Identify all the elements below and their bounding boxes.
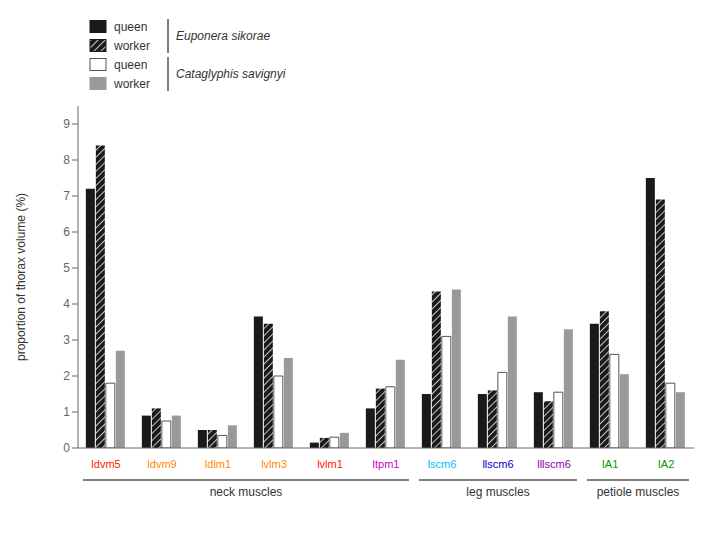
svg-text:lvlm1: lvlm1 (317, 458, 343, 470)
svg-text:IA2: IA2 (658, 458, 675, 470)
svg-text:Cataglyphis savignyi: Cataglyphis savignyi (176, 67, 286, 81)
svg-text:IA1: IA1 (602, 458, 619, 470)
svg-text:6: 6 (63, 225, 70, 239)
svg-text:ldlm1: ldlm1 (205, 458, 231, 470)
svg-text:lscm6: lscm6 (428, 458, 457, 470)
svg-text:Euponera sikorae: Euponera sikorae (176, 29, 270, 43)
svg-text:lllscm6: lllscm6 (537, 458, 571, 470)
svg-text:3: 3 (63, 333, 70, 347)
svg-text:leg muscles: leg muscles (466, 485, 529, 499)
svg-text:lvlm3: lvlm3 (261, 458, 287, 470)
svg-text:0: 0 (63, 441, 70, 455)
svg-text:1: 1 (63, 405, 70, 419)
svg-text:ldvm5: ldvm5 (91, 458, 120, 470)
svg-text:queen: queen (114, 20, 147, 34)
svg-text:7: 7 (63, 189, 70, 203)
svg-text:llscm6: llscm6 (482, 458, 513, 470)
svg-text:9: 9 (63, 117, 70, 131)
svg-text:petiole muscles: petiole muscles (597, 485, 680, 499)
svg-text:ldvm9: ldvm9 (147, 458, 176, 470)
svg-text:8: 8 (63, 153, 70, 167)
svg-text:worker: worker (113, 39, 150, 53)
svg-text:4: 4 (63, 297, 70, 311)
svg-text:proportion of thorax volume (%: proportion of thorax volume (%) (14, 193, 28, 361)
svg-text:neck muscles: neck muscles (210, 485, 283, 499)
svg-text:5: 5 (63, 261, 70, 275)
svg-text:ltpm1: ltpm1 (373, 458, 400, 470)
svg-text:2: 2 (63, 369, 70, 383)
svg-text:worker: worker (113, 77, 150, 91)
svg-text:queen: queen (114, 58, 147, 72)
